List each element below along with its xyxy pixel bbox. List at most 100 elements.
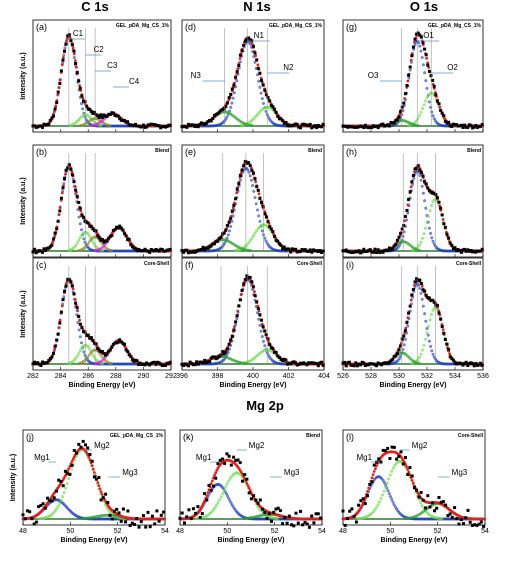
envelope-marker <box>405 465 408 469</box>
experimental-marker <box>111 229 115 232</box>
component-marker <box>86 242 90 246</box>
experimental-marker <box>93 110 96 114</box>
experimental-marker <box>52 351 55 355</box>
component-marker <box>429 344 433 348</box>
component-marker <box>252 234 255 238</box>
experimental-marker <box>256 188 260 192</box>
experimental-marker <box>373 247 377 251</box>
x-tick-label: 528 <box>365 373 377 380</box>
envelope-marker <box>51 241 54 245</box>
envelope-marker <box>253 290 256 294</box>
component-marker <box>55 507 58 511</box>
experimental-marker <box>278 509 282 513</box>
component-marker <box>250 124 254 127</box>
experimental-marker <box>58 82 62 85</box>
experimental-marker <box>121 341 125 345</box>
experimental-marker <box>238 298 242 302</box>
experimental-marker <box>443 225 447 229</box>
experimental-marker <box>134 247 137 251</box>
component-marker <box>264 109 268 113</box>
experimental-marker <box>407 73 411 77</box>
component-marker <box>373 508 377 512</box>
component-marker <box>80 233 84 237</box>
experimental-marker <box>102 352 106 355</box>
panel-letter: (g) <box>346 22 357 32</box>
sample-label: Blend <box>306 433 320 439</box>
envelope-marker <box>366 490 369 493</box>
plot-frame <box>181 19 325 133</box>
component-marker <box>423 312 427 316</box>
experimental-marker <box>162 249 166 253</box>
experimental-marker <box>445 232 449 236</box>
x-axis-label: Binding Energy (eV) <box>69 382 136 389</box>
experimental-marker <box>255 300 259 304</box>
component-marker <box>225 353 229 357</box>
component-marker <box>253 60 257 64</box>
experimental-marker <box>464 360 468 364</box>
component-marker <box>247 170 251 174</box>
x-tick-label: 530 <box>393 373 405 380</box>
component-marker <box>75 354 79 358</box>
x-tick-label: 526 <box>337 373 349 380</box>
x-tick-label: 398 <box>212 373 224 380</box>
experimental-marker <box>157 124 161 128</box>
experimental-marker <box>238 461 242 465</box>
experimental-marker <box>91 339 95 342</box>
component-marker <box>225 482 229 486</box>
component-marker <box>385 481 389 485</box>
experimental-marker <box>141 362 145 366</box>
component-marker <box>226 233 230 237</box>
envelope-marker <box>409 185 413 189</box>
experimental-marker <box>37 249 41 253</box>
envelope-marker <box>406 316 410 320</box>
envelope-marker <box>60 63 64 67</box>
experimental-marker <box>260 78 263 82</box>
experimental-marker <box>410 293 414 297</box>
experimental-marker <box>442 114 446 118</box>
experimental-marker <box>403 329 407 333</box>
experimental-marker <box>124 348 128 352</box>
experimental-marker <box>299 509 302 513</box>
experimental-marker <box>141 123 145 127</box>
envelope-marker <box>406 203 410 207</box>
experimental-marker <box>116 340 120 344</box>
experimental-marker <box>287 514 291 518</box>
experimental-marker <box>70 173 74 177</box>
experimental-marker <box>447 236 451 240</box>
experimental-marker <box>245 477 249 481</box>
experimental-marker <box>83 219 87 223</box>
envelope-marker <box>399 341 403 345</box>
experimental-marker <box>294 511 298 515</box>
experimental-marker <box>77 79 81 83</box>
experimental-marker <box>149 248 153 251</box>
experimental-marker <box>249 497 253 501</box>
experimental-marker <box>143 363 147 367</box>
experimental-marker <box>157 519 161 523</box>
x-tick-label: 52 <box>271 528 279 535</box>
experimental-marker <box>63 49 66 53</box>
experimental-marker <box>283 516 287 519</box>
experimental-marker <box>405 208 409 212</box>
experimental-marker <box>240 49 244 53</box>
experimental-marker <box>255 58 259 62</box>
component-marker <box>109 362 113 365</box>
component-marker <box>227 496 231 500</box>
experimental-marker <box>445 342 449 346</box>
component-marker <box>425 96 429 100</box>
component-marker <box>418 44 422 48</box>
experimental-marker <box>434 93 438 97</box>
envelope-marker <box>76 309 79 313</box>
component-marker <box>425 221 429 224</box>
experimental-marker <box>154 248 158 251</box>
component-marker <box>376 503 380 507</box>
panel-letter: (k) <box>183 432 194 442</box>
experimental-marker <box>376 248 380 252</box>
component-marker <box>431 308 435 312</box>
experimental-marker <box>146 362 150 366</box>
experimental-marker <box>77 442 81 446</box>
experimental-marker <box>260 318 263 322</box>
experimental-marker <box>153 522 157 526</box>
experimental-marker <box>86 446 90 450</box>
experimental-marker <box>129 243 133 247</box>
